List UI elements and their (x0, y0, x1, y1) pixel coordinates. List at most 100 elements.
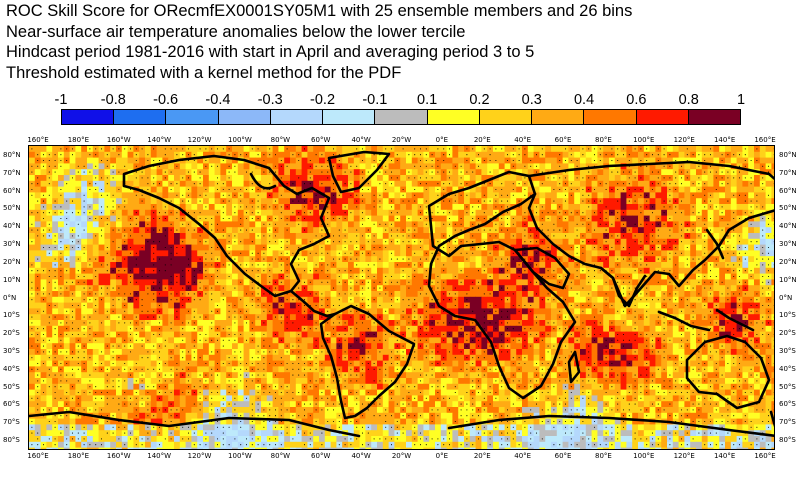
y-tick-label: 60°N (779, 186, 797, 195)
x-tick-label: 140°W (147, 136, 172, 144)
y-tick-label: 0°N (779, 293, 793, 302)
coastline-japan (705, 228, 725, 260)
colorbar-label: 0.6 (626, 92, 647, 108)
y-tick-label: 30°N (3, 240, 21, 249)
y-tick-label: 30°N (779, 240, 797, 249)
colorbar-legend: -1 -0.8 -0.6 -0.4 -0.3 -0.2 -0.1 0.1 0.2 0.3 0.4 0.… (55, 92, 745, 126)
coastline-indonesia (657, 308, 755, 332)
title-block: ROC Skill Score for ORecmfEX0001SY05M1 w… (6, 1, 796, 83)
y-tick-label: 10°S (3, 311, 20, 320)
coastline-central-america (289, 289, 337, 318)
coastline-india (599, 266, 647, 308)
y-tick-label: 40°S (3, 364, 20, 373)
x-tick-label: 80°W (270, 452, 290, 460)
y-tick-label: 80°N (3, 151, 21, 159)
y-tick-label: 70°N (779, 168, 797, 177)
x-tick-label: 140°E (713, 452, 736, 460)
coastline-madagascar (567, 350, 581, 384)
x-tick-label: 40°E (514, 136, 532, 144)
x-tick-label: 160°E (754, 452, 776, 460)
x-tick-label: 100°E (633, 136, 655, 144)
colorbar-swatch (532, 110, 585, 124)
y-tick-label: 60°S (3, 400, 20, 409)
colorbar-label: -0.8 (100, 92, 126, 108)
x-tick-label: 80°E (595, 452, 612, 460)
x-tick-label: 120°W (187, 452, 212, 460)
y-tick-label: 10°S (779, 311, 796, 320)
x-tick-label: 40°W (351, 136, 371, 144)
title-line-2: Near-surface air temperature anomalies b… (6, 22, 466, 41)
coastline-hudson-bay (249, 172, 277, 190)
x-tick-label: 160°E (754, 136, 776, 144)
y-tick-label: 40°S (779, 364, 796, 373)
y-tick-label: 0°N (3, 293, 17, 302)
colorbar-label: -0.1 (362, 92, 388, 108)
x-tick-label: 80°E (595, 136, 612, 144)
title-line-3: Hindcast period 1981-2016 with start in … (6, 43, 535, 61)
y-tick-label: 30°S (3, 346, 20, 355)
x-tick-label: 80°W (270, 136, 290, 144)
x-tick-label: 20°E (473, 136, 491, 144)
y-tick-label: 80°S (779, 436, 796, 444)
y-tick-label: 40°N (779, 222, 797, 231)
coastline-australia (685, 334, 771, 410)
x-tick-label: 120°E (673, 136, 695, 144)
x-tick-label: 60°E (554, 452, 572, 460)
x-tick-label: 100°W (228, 452, 252, 460)
x-tick-label: 160°E (27, 136, 49, 144)
colorbar-swatch (166, 110, 219, 124)
y-tick-label: 70°N (3, 168, 21, 177)
title-line-4: Threshold estimated with a kernel method… (6, 63, 402, 82)
x-tick-label: 160°W (106, 136, 131, 144)
colorbar-labels: -1 -0.8 -0.6 -0.4 -0.3 -0.2 -0.1 0.1 0.2 0.3 0.4 0.… (55, 92, 745, 110)
colorbar-swatch (636, 110, 689, 124)
x-tick-label: 60°W (311, 452, 331, 460)
x-tick-label: 120°W (187, 136, 212, 144)
x-tick-label: 0°E (435, 452, 449, 460)
x-tick-label: 180°E (67, 452, 90, 460)
colorbar-swatch (584, 110, 637, 124)
x-tick-label: 20°W (391, 452, 412, 460)
y-tick-label: 80°N (779, 151, 797, 159)
coastline-arabia (513, 246, 571, 290)
y-tick-label: 40°N (3, 222, 21, 231)
x-tick-label: 120°E (673, 452, 695, 460)
map-canvas (29, 146, 774, 449)
colorbar-label: 0.3 (521, 92, 542, 108)
colorbar-swatch (688, 110, 741, 124)
colorbar-label: -0.2 (310, 92, 336, 108)
coastline-antarctica (29, 410, 774, 438)
y-tick-label: 10°N (3, 275, 21, 284)
x-tick-label: 100°E (633, 452, 655, 460)
x-tick-label: 140°W (147, 452, 172, 460)
coastline-new-zealand (769, 410, 774, 427)
colorbar-label: -0.4 (205, 92, 231, 108)
colorbar-label: -0.3 (257, 92, 283, 108)
colorbar (61, 109, 741, 125)
colorbar-swatch (114, 110, 167, 124)
x-tick-label: 160°W (106, 452, 131, 460)
y-tick-label: 20°N (3, 257, 21, 266)
colorbar-label: -1 (54, 92, 68, 108)
x-tick-label: 160°E (27, 452, 49, 460)
x-tick-label: 40°W (351, 452, 371, 460)
colorbar-label: 0.1 (417, 92, 438, 108)
x-tick-label: 0°E (435, 136, 449, 144)
colorbar-swatch (375, 110, 428, 124)
coastline-europe-africa (427, 170, 577, 400)
y-tick-label: 70°S (779, 418, 796, 427)
colorbar-swatch (479, 110, 533, 124)
colorbar-swatch (62, 110, 115, 124)
y-tick-label: 10°N (779, 275, 797, 284)
x-tick-label: 60°W (311, 136, 331, 144)
x-tick-label: 140°E (713, 136, 736, 144)
skill-score-map (28, 145, 775, 450)
y-tick-label: 30°S (779, 346, 796, 355)
x-tick-label: 40°E (514, 452, 532, 460)
colorbar-label: -0.6 (153, 92, 179, 108)
coastline-south-america (319, 304, 416, 420)
colorbar-label: 0.4 (573, 92, 595, 108)
y-tick-label: 60°N (3, 186, 21, 195)
colorbar-label: 0.2 (469, 92, 490, 108)
colorbar-label: 1 (736, 92, 746, 108)
